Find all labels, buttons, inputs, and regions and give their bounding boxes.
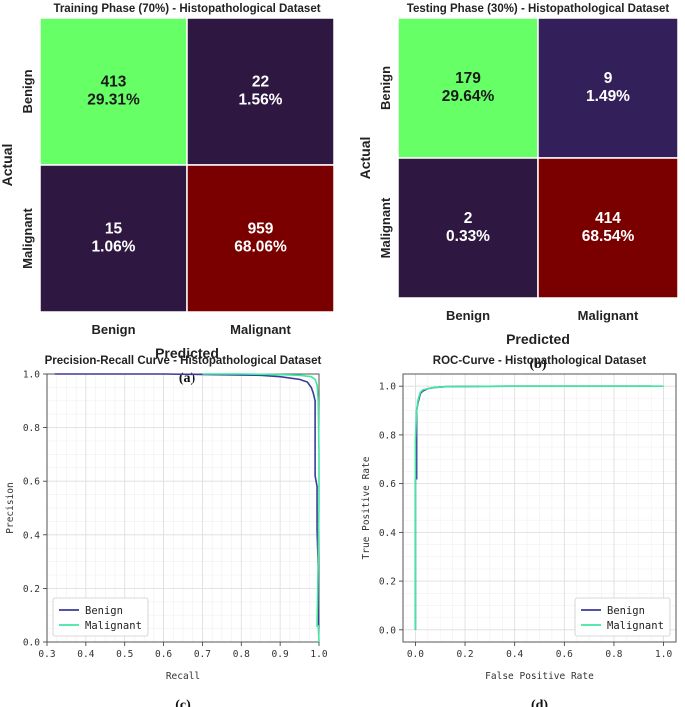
legend-label-benign: Benign: [607, 605, 645, 617]
x-tick-label: 1.0: [655, 649, 672, 660]
cm-cell-percent: 1.56%: [239, 92, 283, 109]
cm-cell-count: 413: [101, 74, 127, 91]
x-axis-label: False Positive Rate: [485, 671, 594, 682]
cm-cell-percent: 1.06%: [92, 239, 136, 256]
y-tick-label: 0.4: [23, 530, 40, 541]
cm-cell-0-1: [537, 17, 679, 159]
x-tick-label: 1.0: [310, 649, 327, 660]
y-tick-label: 0.8: [379, 430, 396, 441]
panel-label: (d): [531, 698, 548, 707]
cm-xtick-label: Malignant: [578, 308, 639, 323]
chart-title: ROC-Curve - Histopathological Dataset: [433, 355, 647, 367]
x-tick-label: 0.5: [116, 649, 133, 660]
confusion-matrix-2: Testing Phase (30%) - Histopathological …: [357, 3, 679, 372]
confusion-matrix-1: Training Phase (70%) - Histopathological…: [0, 3, 335, 386]
line-chart-1: Precision-Recall Curve - Histopathologic…: [5, 355, 328, 707]
cm-xtick-label: Benign: [446, 308, 490, 323]
cm-cell-count: 9: [604, 70, 613, 87]
cm-cell-count: 414: [595, 210, 621, 227]
cm-cell-percent: 1.49%: [586, 88, 630, 105]
cm-cell-count: 15: [105, 221, 123, 238]
y-axis-label: True Positive Rate: [361, 456, 372, 559]
cm-cell-count: 959: [248, 221, 274, 238]
y-tick-label: 0.2: [23, 584, 40, 595]
line-chart-2: ROC-Curve - Histopathological Dataset 0.0…: [361, 355, 677, 707]
x-tick-label: 0.9: [272, 649, 289, 660]
x-tick-label: 0.8: [605, 649, 622, 660]
cm-xlabel: Predicted: [155, 345, 219, 361]
x-tick-label: 0.3: [38, 649, 55, 660]
cm-cell-0-0: [397, 17, 539, 159]
cm-cell-percent: 68.06%: [234, 239, 287, 256]
cm-ytick-label: Benign: [378, 66, 393, 110]
cm-cell-1-1: [186, 164, 335, 313]
x-axis-label: Recall: [166, 671, 200, 682]
cm-xtick-label: Benign: [91, 322, 135, 337]
cm-xlabel: Predicted: [506, 331, 570, 347]
cm-cell-1-1: [537, 157, 679, 299]
legend-label-malignant: Malignant: [607, 620, 664, 632]
series-line-malignant: [202, 373, 320, 643]
cm-ytick-label: Malignant: [378, 197, 393, 258]
x-tick-label: 0.8: [233, 649, 250, 660]
panel-label: (b): [529, 357, 546, 372]
x-tick-label: 0.6: [556, 649, 573, 660]
cm-cell-percent: 29.31%: [87, 92, 140, 109]
y-tick-label: 0.6: [23, 477, 40, 488]
chart-title: Precision-Recall Curve - Histopathologic…: [45, 355, 322, 367]
x-tick-label: 0.2: [456, 649, 473, 660]
y-tick-label: 0.2: [379, 577, 396, 588]
cm-cell-percent: 68.54%: [582, 228, 635, 245]
x-tick-label: 0.4: [506, 649, 523, 660]
cm-cell-count: 2: [464, 210, 473, 227]
legend-box: [574, 597, 671, 637]
plot-frame: [402, 373, 677, 643]
y-tick-label: 0.8: [23, 423, 40, 434]
legend-box: [52, 597, 149, 637]
y-tick-label: 1.0: [379, 382, 396, 393]
x-tick-label: 0.6: [155, 649, 172, 660]
x-tick-label: 0.0: [407, 649, 424, 660]
y-tick-label: 0.0: [379, 625, 396, 636]
cm-xtick-label: Malignant: [230, 322, 291, 337]
cm-cell-1-0: [397, 157, 539, 299]
cm-ytick-label: Malignant: [20, 208, 35, 269]
x-tick-label: 0.4: [77, 649, 94, 660]
legend-label-benign: Benign: [85, 605, 123, 617]
legend-label-malignant: Malignant: [85, 620, 142, 632]
y-tick-label: 0.0: [23, 638, 40, 649]
series-line-malignant: [414, 385, 664, 630]
cm-cell-count: 22: [252, 74, 269, 91]
y-tick-label: 0.6: [379, 479, 396, 490]
cm-cell-percent: 0.33%: [446, 228, 490, 245]
cm-cell-count: 179: [455, 70, 481, 87]
cm-title: Training Phase (70%) - Histopathological…: [53, 3, 320, 15]
cm-cell-1-0: [39, 164, 188, 313]
x-tick-label: 0.7: [194, 649, 211, 660]
cm-ytick-label: Benign: [20, 69, 35, 113]
y-axis-label: Precision: [5, 482, 16, 533]
legend: Benign Malignant: [52, 597, 149, 637]
legend: Benign Malignant: [574, 597, 671, 637]
cm-cell-0-1: [186, 17, 335, 166]
y-tick-label: 0.4: [379, 528, 396, 539]
cm-ylabel: Actual: [357, 137, 373, 180]
cm-title: Testing Phase (30%) - Histopathological …: [407, 3, 670, 15]
cm-cell-0-0: [39, 17, 188, 166]
y-tick-label: 1.0: [23, 370, 40, 381]
panel-label: (c): [175, 698, 191, 707]
cm-cell-percent: 29.64%: [442, 88, 495, 105]
cm-ylabel: Actual: [0, 144, 15, 187]
